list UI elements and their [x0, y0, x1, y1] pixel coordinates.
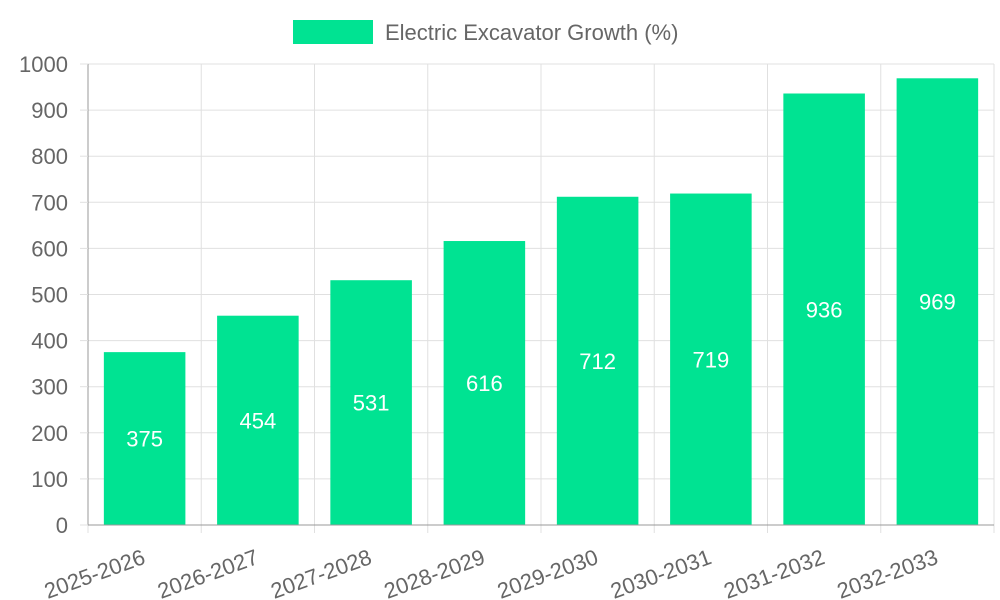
data-label: 531 [353, 391, 390, 416]
bar-2027-2028[interactable] [330, 280, 412, 525]
data-label: 969 [919, 290, 956, 315]
y-tick-label: 0 [56, 513, 68, 538]
x-axis-ticks: 2025-2026 2026-2027 2027-2028 2028-2029 2029… [41, 544, 941, 600]
x-tick-label: 2025-2026 [41, 544, 148, 600]
bar-2032-2033[interactable] [896, 78, 979, 525]
data-label: 712 [579, 349, 616, 374]
legend-swatch [293, 20, 373, 44]
x-tick-label: 2031-2032 [720, 544, 827, 600]
x-tick-label: 2030-2031 [607, 544, 714, 600]
x-tick-label: 2029-2030 [494, 544, 601, 600]
x-tick-label: 2032-2033 [834, 544, 941, 600]
bar-2030-2031[interactable] [670, 193, 752, 525]
y-tick-label: 400 [31, 329, 68, 354]
data-label: 375 [126, 427, 163, 452]
x-tick-label: 2026-2027 [154, 544, 261, 600]
legend-label: Electric Excavator Growth (%) [385, 20, 678, 45]
x-tick-label: 2028-2029 [381, 544, 488, 600]
legend[interactable]: Electric Excavator Growth (%) [293, 20, 678, 45]
data-label: 454 [240, 408, 277, 433]
data-label: 616 [466, 371, 503, 396]
y-tick-label: 700 [31, 190, 68, 215]
bar-2031-2032[interactable] [783, 93, 865, 525]
bar-2025-2026[interactable] [103, 352, 186, 525]
y-axis-ticks: 0 100 200 300 400 500 600 700 800 900 1000 [19, 52, 88, 538]
y-tick-label: 200 [31, 421, 68, 446]
y-tick-label: 500 [31, 283, 68, 308]
y-tick-label: 800 [31, 144, 68, 169]
y-tick-label: 900 [31, 98, 68, 123]
y-tick-label: 1000 [19, 52, 68, 77]
bar-2029-2030[interactable] [556, 196, 639, 525]
y-tick-label: 600 [31, 236, 68, 261]
y-tick-label: 100 [31, 467, 68, 492]
bar-2028-2029[interactable] [443, 241, 526, 526]
bars [103, 78, 979, 526]
data-label: 936 [806, 297, 843, 322]
x-tick-label: 2027-2028 [267, 544, 374, 600]
bar-2026-2027[interactable] [217, 315, 299, 525]
data-labels: 375 454 531 616 712 719 936 969 [126, 290, 955, 452]
data-label: 719 [693, 347, 730, 372]
y-tick-label: 300 [31, 375, 68, 400]
